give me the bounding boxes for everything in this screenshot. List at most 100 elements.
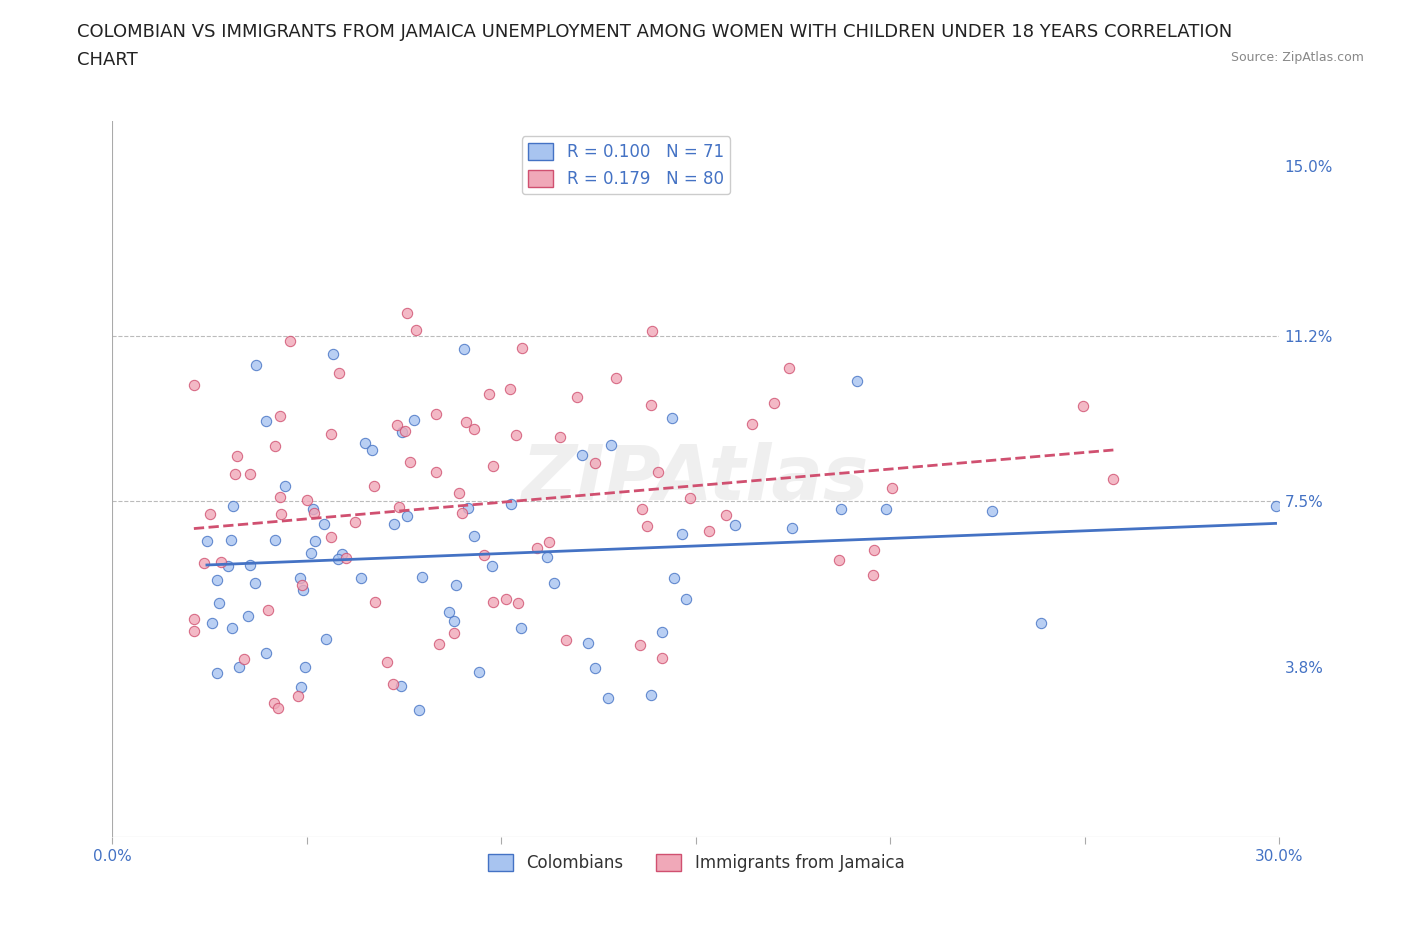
Point bbox=[697, 524, 720, 538]
Point bbox=[254, 645, 277, 660]
Point bbox=[208, 596, 231, 611]
Point bbox=[226, 449, 249, 464]
Point bbox=[315, 631, 337, 646]
Point bbox=[395, 509, 418, 524]
Point bbox=[447, 485, 470, 500]
Point bbox=[630, 502, 652, 517]
Point bbox=[599, 437, 621, 452]
Point bbox=[443, 614, 465, 629]
Point bbox=[221, 620, 243, 635]
Point bbox=[1029, 616, 1052, 631]
Point bbox=[183, 611, 205, 626]
Point bbox=[509, 621, 531, 636]
Point bbox=[453, 341, 475, 356]
Point bbox=[664, 571, 686, 586]
Point bbox=[360, 443, 382, 458]
Point bbox=[505, 428, 527, 443]
Point bbox=[385, 418, 408, 432]
Point bbox=[512, 341, 534, 356]
Point bbox=[217, 558, 239, 573]
Point bbox=[427, 637, 450, 652]
Point bbox=[571, 447, 593, 462]
Point bbox=[478, 387, 501, 402]
Point bbox=[364, 594, 387, 609]
Point bbox=[221, 498, 243, 513]
Point bbox=[363, 478, 385, 493]
Point bbox=[273, 479, 295, 494]
Point bbox=[291, 578, 314, 592]
Point bbox=[264, 438, 287, 453]
Point bbox=[263, 696, 285, 711]
Point bbox=[294, 659, 316, 674]
Point bbox=[671, 526, 693, 541]
Point bbox=[651, 624, 673, 639]
Point bbox=[395, 305, 418, 320]
Point bbox=[875, 502, 897, 517]
Point bbox=[312, 516, 335, 531]
Point bbox=[245, 357, 267, 372]
Point bbox=[862, 542, 884, 557]
Point bbox=[326, 551, 349, 566]
Point bbox=[501, 497, 523, 512]
Point bbox=[209, 555, 232, 570]
Point bbox=[506, 595, 529, 610]
Point bbox=[256, 603, 278, 618]
Point bbox=[219, 532, 242, 547]
Point bbox=[499, 382, 522, 397]
Point bbox=[463, 529, 485, 544]
Point bbox=[335, 551, 357, 565]
Point bbox=[640, 687, 662, 702]
Point bbox=[288, 571, 311, 586]
Point bbox=[236, 608, 259, 623]
Point bbox=[437, 604, 460, 619]
Point bbox=[495, 591, 517, 606]
Point bbox=[344, 514, 367, 529]
Point bbox=[830, 501, 852, 516]
Point bbox=[183, 378, 205, 392]
Point bbox=[299, 546, 322, 561]
Point bbox=[267, 701, 290, 716]
Point bbox=[457, 500, 479, 515]
Point bbox=[456, 414, 478, 429]
Point bbox=[583, 456, 606, 471]
Point bbox=[382, 517, 405, 532]
Point bbox=[536, 549, 558, 564]
Point bbox=[450, 506, 472, 521]
Point bbox=[651, 651, 673, 666]
Point bbox=[463, 421, 485, 436]
Point bbox=[389, 679, 412, 694]
Point bbox=[254, 414, 277, 429]
Point bbox=[565, 390, 588, 405]
Point bbox=[269, 489, 291, 504]
Point bbox=[328, 365, 350, 380]
Point bbox=[724, 518, 747, 533]
Point bbox=[388, 499, 411, 514]
Point bbox=[1071, 398, 1094, 413]
Point bbox=[330, 547, 353, 562]
Point bbox=[636, 519, 658, 534]
Point bbox=[405, 322, 427, 337]
Point bbox=[543, 576, 565, 591]
Point bbox=[880, 480, 903, 495]
Point bbox=[578, 635, 600, 650]
Point bbox=[322, 347, 344, 362]
Point bbox=[200, 616, 222, 631]
Point bbox=[269, 408, 291, 423]
Point bbox=[537, 535, 560, 550]
Point bbox=[302, 506, 325, 521]
Point bbox=[1102, 472, 1125, 486]
Point bbox=[827, 552, 849, 567]
Point bbox=[862, 568, 884, 583]
Point bbox=[228, 659, 250, 674]
Point bbox=[232, 651, 254, 666]
Text: Source: ZipAtlas.com: Source: ZipAtlas.com bbox=[1230, 51, 1364, 64]
Point bbox=[408, 703, 430, 718]
Point bbox=[481, 559, 503, 574]
Point bbox=[375, 655, 398, 670]
Point bbox=[391, 424, 413, 439]
Point bbox=[778, 361, 800, 376]
Point bbox=[716, 508, 738, 523]
Point bbox=[526, 540, 548, 555]
Text: COLOMBIAN VS IMMIGRANTS FROM JAMAICA UNEMPLOYMENT AMONG WOMEN WITH CHILDREN UNDE: COLOMBIAN VS IMMIGRANTS FROM JAMAICA UNE… bbox=[77, 23, 1233, 41]
Point bbox=[290, 680, 312, 695]
